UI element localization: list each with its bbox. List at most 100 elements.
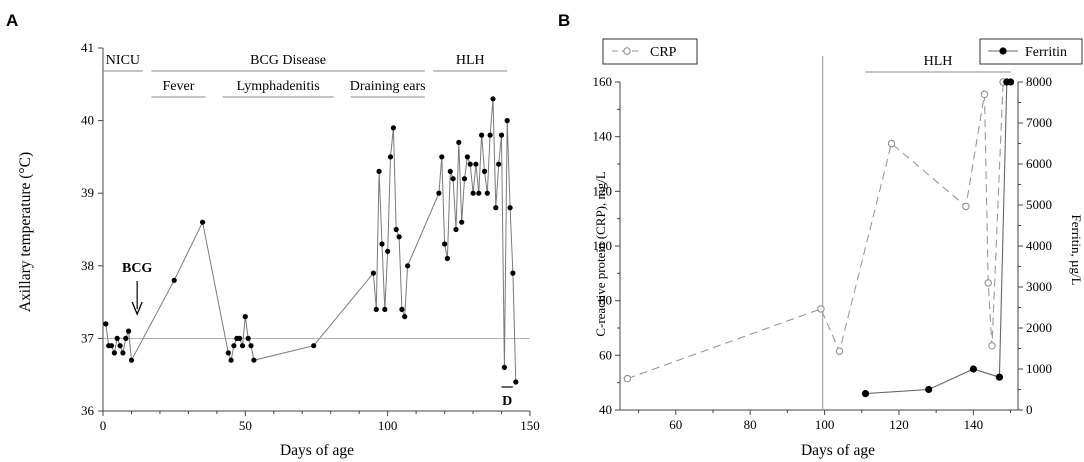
temperature-point — [399, 306, 405, 312]
temperature-point — [237, 335, 243, 341]
temperature-point — [479, 132, 485, 138]
crp-point — [962, 202, 970, 211]
temperature-point — [311, 343, 317, 349]
panel-a-x-tick-label: 50 — [239, 418, 252, 433]
temperature-point — [376, 168, 382, 174]
temperature-point — [453, 226, 459, 233]
temperature-line — [105, 98, 517, 383]
panel-b-x-tick-label: 100 — [815, 417, 835, 432]
panel-b-x-tick-label: 80 — [744, 417, 757, 432]
temperature-point — [123, 335, 129, 341]
panel-b-y-tick-label: 140 — [593, 129, 613, 144]
temperature-point — [379, 241, 385, 247]
panel-b-legend: CRP Ferritin — [602, 38, 1083, 65]
panel-a-axes — [102, 48, 530, 412]
temperature-point — [108, 343, 115, 349]
temperature-point — [447, 168, 453, 174]
temperature-point — [507, 205, 513, 211]
temperature-point — [464, 154, 470, 160]
bcg-label: BCG — [122, 261, 152, 276]
panel-a-y-tick-label: 41 — [81, 40, 94, 55]
crp-legend-label: CRP — [650, 45, 677, 60]
panel-a-y-tick-label: 36 — [81, 403, 95, 418]
panel-b-y-tick-label: 120 — [593, 183, 613, 198]
panel-a-letter: A — [6, 11, 18, 30]
crp-legend-symbol — [623, 47, 631, 55]
temperature-point — [490, 96, 496, 102]
temperature-point — [498, 132, 505, 138]
temperature-point — [393, 226, 399, 233]
panel-b-y-tick-label: 40 — [599, 402, 612, 417]
ferritin-legend-symbol — [999, 47, 1007, 55]
crp-point — [984, 279, 992, 287]
temperature-point — [111, 350, 117, 356]
temperature-point — [128, 357, 135, 363]
temperature-point — [228, 357, 234, 363]
temperature-point — [493, 205, 499, 211]
panel-b-y2-tick-label: 4000 — [1026, 238, 1052, 253]
panel-b-axes — [619, 56, 1019, 411]
temperature-point — [461, 176, 468, 182]
panel-a-x-tick-label: 100 — [378, 418, 398, 433]
temperature-point — [444, 255, 450, 262]
panel-a-series — [103, 96, 519, 385]
panel-a-y-axis-label: Axillary temperature (°C) — [17, 152, 34, 312]
temperature-point — [487, 132, 493, 138]
temperature-point — [117, 343, 123, 349]
panel-a-x-tick-label: 150 — [520, 418, 540, 433]
crp-point — [887, 139, 896, 148]
temperature-point — [513, 379, 519, 385]
panel-b-y2-tick-label: 5000 — [1026, 197, 1052, 212]
temperature-point — [450, 176, 456, 182]
panel-b-y2-tick-label: 3000 — [1026, 279, 1052, 294]
temperature-point — [473, 161, 479, 167]
ferritin-point — [995, 373, 1004, 381]
ferritin-legend-label: Ferritin — [1025, 45, 1067, 60]
panel-a-period-label: HLH — [456, 53, 485, 68]
temperature-point — [459, 219, 465, 225]
panel-b-y2-tick-label: 0 — [1026, 402, 1033, 417]
temperature-point — [231, 343, 237, 349]
panel-b-period-label: HLH — [924, 54, 953, 69]
panel-a-y-tick-label: 38 — [81, 258, 94, 273]
panel-a-period-label: BCG Disease — [250, 53, 326, 68]
temperature-point — [248, 343, 254, 349]
panel-a-period-label: Lymphadenitis — [236, 79, 319, 94]
panel-a-extras: BCG D — [122, 261, 513, 409]
panel-a: A 36 37 38 39 40 41 0 50 100 150 NICU BCG Disease H… — [6, 11, 540, 459]
panel-b-y2-tick-label: 2000 — [1026, 320, 1052, 335]
temperature-point — [496, 161, 502, 167]
panel-a-x-axis-label: Days of age — [280, 442, 354, 459]
temperature-point — [456, 139, 462, 145]
temperature-point — [504, 118, 510, 124]
panel-b-x-axis-label: Days of age — [801, 442, 875, 459]
temperature-point — [484, 190, 490, 196]
temperature-point — [387, 154, 394, 160]
panel-b-y-tick-label: 100 — [593, 238, 613, 253]
crp-point — [817, 305, 825, 313]
panel-b-x-tick-label: 140 — [964, 417, 984, 432]
panel-b-y-tick-label: 80 — [599, 293, 612, 308]
temperature-point — [382, 306, 388, 312]
temperature-point — [126, 328, 132, 334]
temperature-point — [239, 343, 246, 349]
bcg-arrow-head — [131, 301, 143, 316]
panel-b-x-tick-label: 60 — [669, 417, 682, 432]
temperature-point — [370, 270, 376, 276]
panel-a-ticks: 36 37 38 39 40 41 0 50 100 150 — [81, 40, 540, 433]
panel-b-series — [623, 78, 1015, 398]
crp-line — [627, 81, 1004, 380]
temperature-point — [476, 190, 482, 196]
temperature-point — [402, 314, 408, 320]
temperature-point — [405, 263, 411, 269]
temperature-point — [242, 314, 248, 320]
d-marker-label: D — [502, 394, 512, 409]
temperature-point — [225, 350, 231, 356]
temperature-point — [385, 248, 391, 254]
ferritin-point — [861, 390, 870, 398]
panel-b-right-axis-label: Ferritin, µg/L — [1069, 214, 1084, 285]
panel-b-y2-tick-label: 7000 — [1026, 115, 1052, 130]
temperature-point — [439, 154, 445, 160]
panel-b-y-tick-label: 160 — [593, 74, 613, 89]
